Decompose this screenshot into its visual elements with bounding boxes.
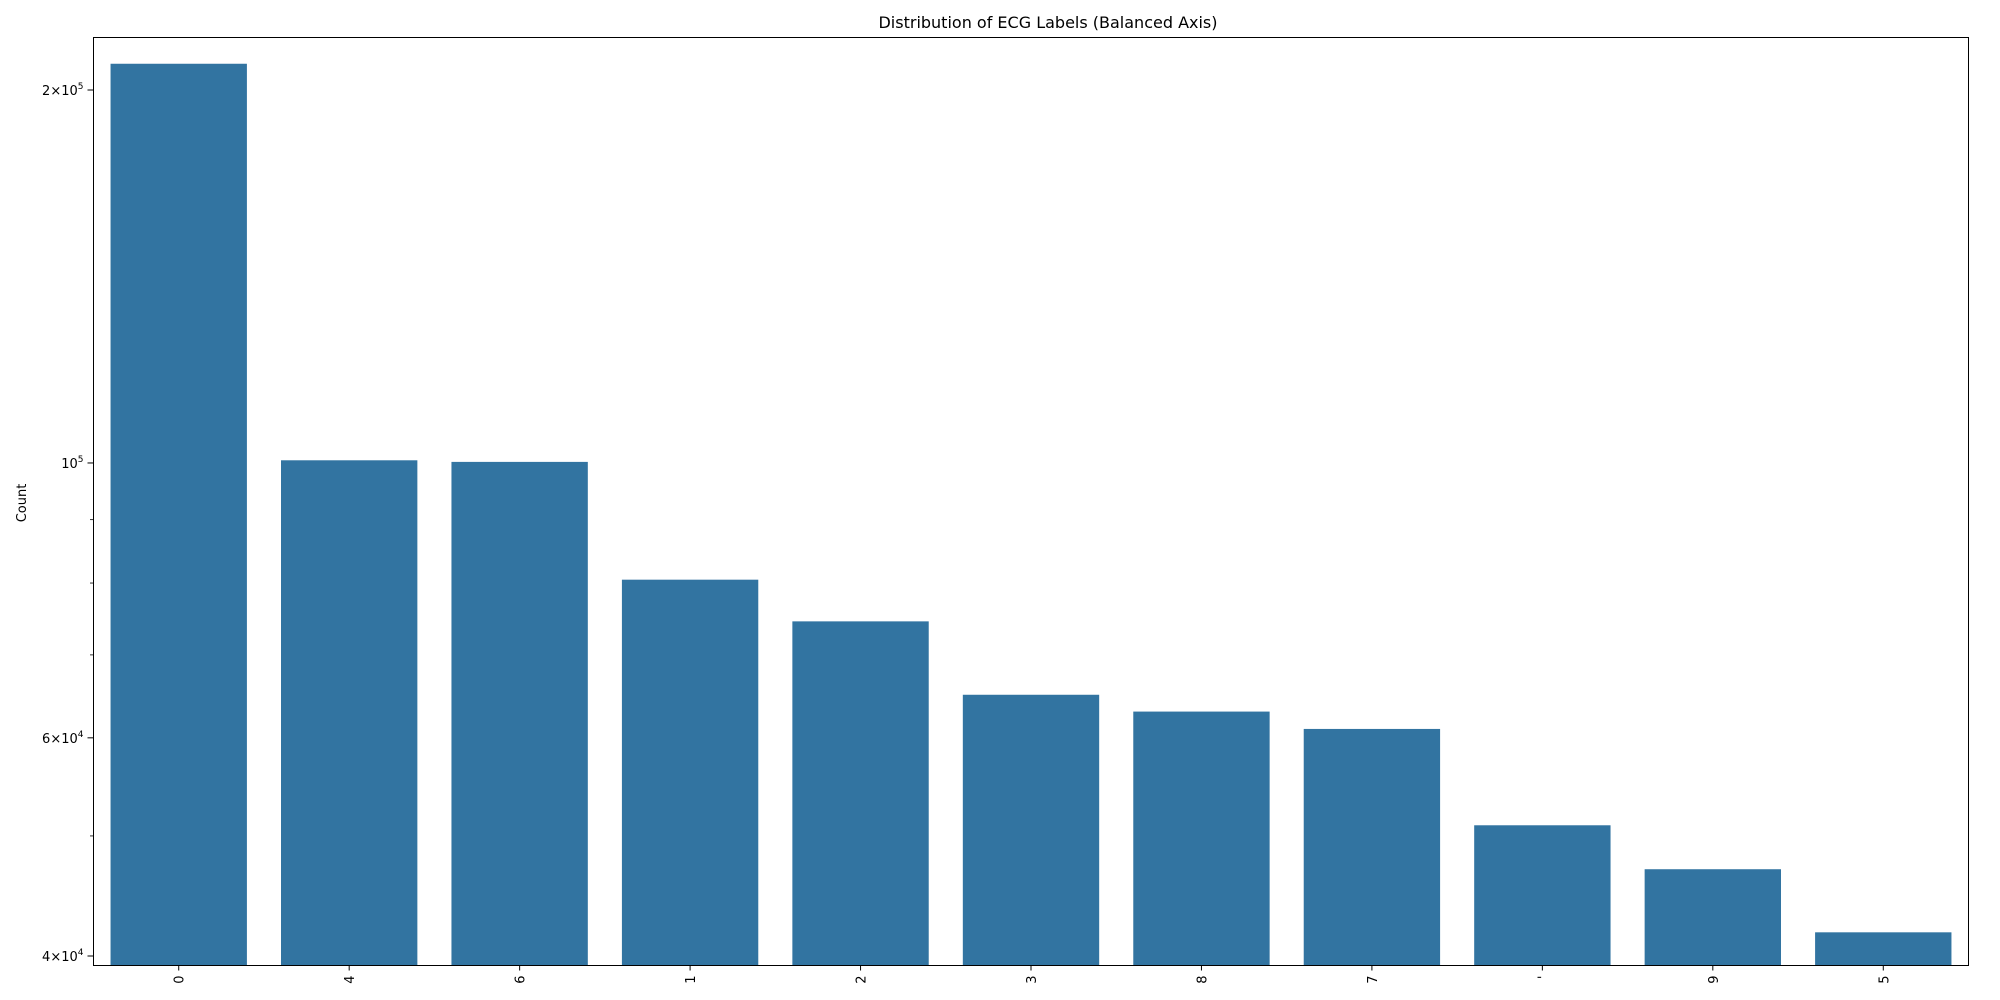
bar-6 — [1133, 711, 1270, 966]
bar-3 — [621, 579, 759, 966]
bar-2 — [451, 461, 588, 966]
chart-title: Distribution of ECG Labels (Balanced Axi… — [878, 13, 1217, 32]
bar-7 — [1303, 728, 1441, 966]
bars-group — [110, 63, 1952, 966]
plot-frame — [93, 37, 1969, 966]
x-tick-label-6: 8 — [1195, 976, 1210, 984]
y-axis-ticks: 4×104 6×104 105 2×105 — [42, 82, 94, 965]
y-axis-label: Count — [15, 484, 30, 523]
x-tick-label-7: 7 — [1366, 976, 1381, 984]
bar-4 — [792, 621, 929, 966]
x-tick-label-3: 1 — [684, 976, 699, 984]
x-tick-label-9: 9 — [1707, 976, 1722, 984]
x-tick-label-2: 6 — [514, 976, 529, 984]
x-tick-label-4: 2 — [855, 976, 870, 984]
bar-1 — [281, 460, 418, 966]
bar-9 — [1644, 869, 1781, 966]
y-tick-label-2: 105 — [61, 455, 83, 472]
x-tick-label-8: ' — [1536, 976, 1551, 980]
x-axis-ticks: 0 4 6 1 2 3 8 7 ' 9 5 — [173, 965, 1892, 984]
x-tick-label-0: 0 — [173, 976, 188, 984]
x-tick-label-5: 3 — [1025, 976, 1040, 984]
bar-0 — [110, 63, 247, 966]
x-tick-label-1: 4 — [343, 976, 358, 984]
y-tick-label-0: 4×104 — [42, 948, 84, 965]
x-tick-label-10: 5 — [1877, 976, 1892, 984]
bar-5 — [962, 694, 1100, 966]
y-tick-label-3: 2×105 — [42, 82, 83, 99]
y-tick-label-1: 6×104 — [42, 730, 84, 747]
bar-10 — [1815, 932, 1952, 966]
bar-8 — [1474, 825, 1611, 966]
